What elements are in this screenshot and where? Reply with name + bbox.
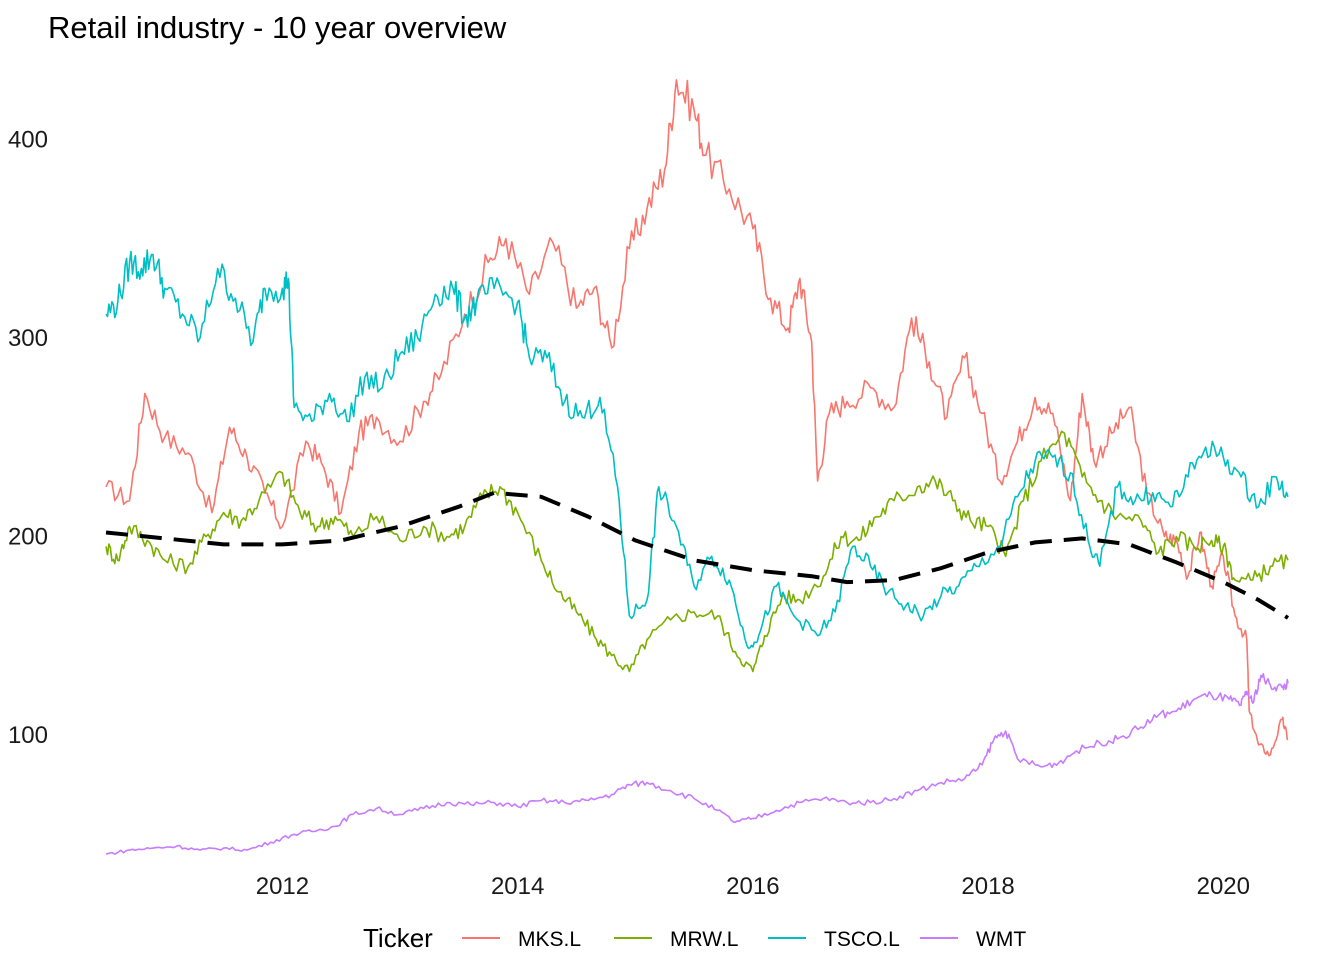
- y-tick-label: 400: [8, 126, 48, 153]
- legend: Ticker MKS.L MRW.L TSCO.L WMT: [363, 923, 1026, 953]
- x-tick-label: 2016: [726, 873, 779, 900]
- legend-label: WMT: [976, 928, 1026, 951]
- x-tick-label: 2012: [256, 873, 309, 900]
- series-line-mks-l: [105, 79, 1289, 757]
- legend-label: MRW.L: [670, 928, 738, 951]
- y-tick-label: 200: [8, 523, 48, 550]
- series-line-mrw-l: [105, 430, 1289, 673]
- series-line-tsco-l: [105, 249, 1289, 650]
- legend-label: TSCO.L: [824, 928, 900, 951]
- x-tick-label: 2018: [961, 873, 1014, 900]
- series-layer: [105, 79, 1289, 855]
- chart-title: Retail industry - 10 year overview: [48, 10, 507, 45]
- y-axis: 100 200 300 400: [8, 126, 48, 749]
- x-tick-label: 2020: [1197, 873, 1250, 900]
- series-line-wmt: [105, 672, 1289, 855]
- y-tick-label: 100: [8, 722, 48, 749]
- x-tick-label: 2014: [491, 873, 544, 900]
- legend-label: MKS.L: [518, 928, 581, 951]
- x-axis: 2012 2014 2016 2018 2020: [256, 873, 1250, 900]
- legend-title: Ticker: [363, 923, 433, 953]
- y-tick-label: 300: [8, 325, 48, 352]
